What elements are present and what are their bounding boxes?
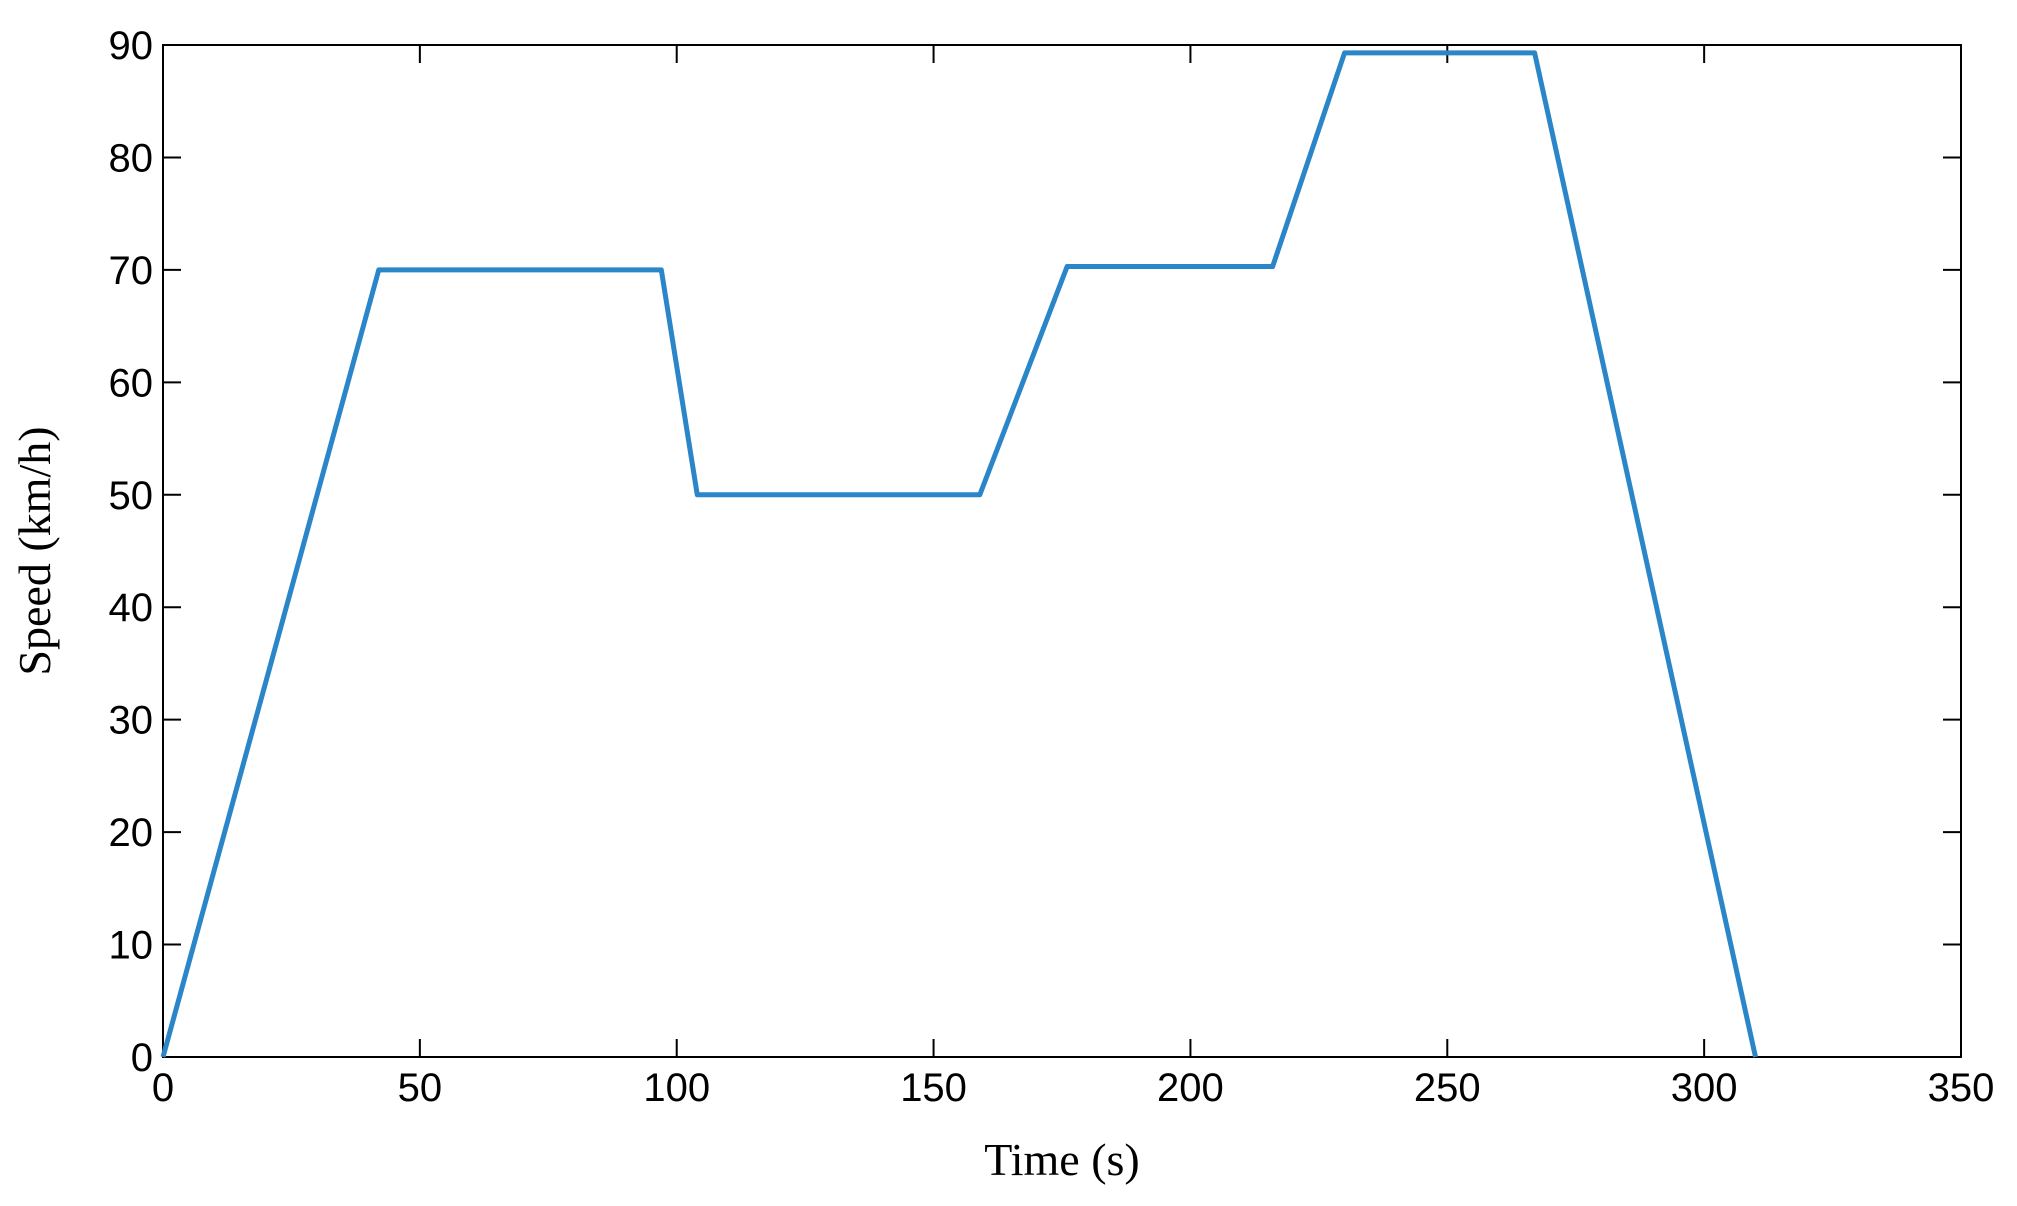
y-tick-label: 80 — [109, 136, 154, 180]
x-tick-label: 50 — [398, 1066, 443, 1110]
x-tick-label: 250 — [1414, 1066, 1481, 1110]
x-tick-label: 200 — [1157, 1066, 1224, 1110]
x-tick-label: 0 — [152, 1066, 174, 1110]
y-tick-label: 0 — [131, 1036, 153, 1080]
speed-line — [160, 50, 1758, 1058]
y-tick-label: 30 — [109, 699, 154, 743]
y-axis-label: Speed (km/h) — [9, 426, 60, 675]
x-tick-label: 300 — [1671, 1066, 1738, 1110]
x-axis-label: Time (s) — [984, 1134, 1140, 1185]
y-tick-label: 10 — [109, 924, 154, 968]
x-tick-label: 350 — [1928, 1066, 1995, 1110]
y-tick-label: 70 — [109, 249, 154, 293]
x-tick-label: 100 — [643, 1066, 710, 1110]
y-tick-label: 40 — [109, 586, 154, 630]
y-tick-label: 50 — [109, 474, 154, 518]
y-tick-label: 90 — [109, 24, 154, 68]
plot-frame — [162, 44, 1962, 1058]
x-tick-label: 150 — [900, 1066, 967, 1110]
y-tick-label: 20 — [109, 811, 154, 855]
y-tick-label: 60 — [109, 361, 154, 405]
